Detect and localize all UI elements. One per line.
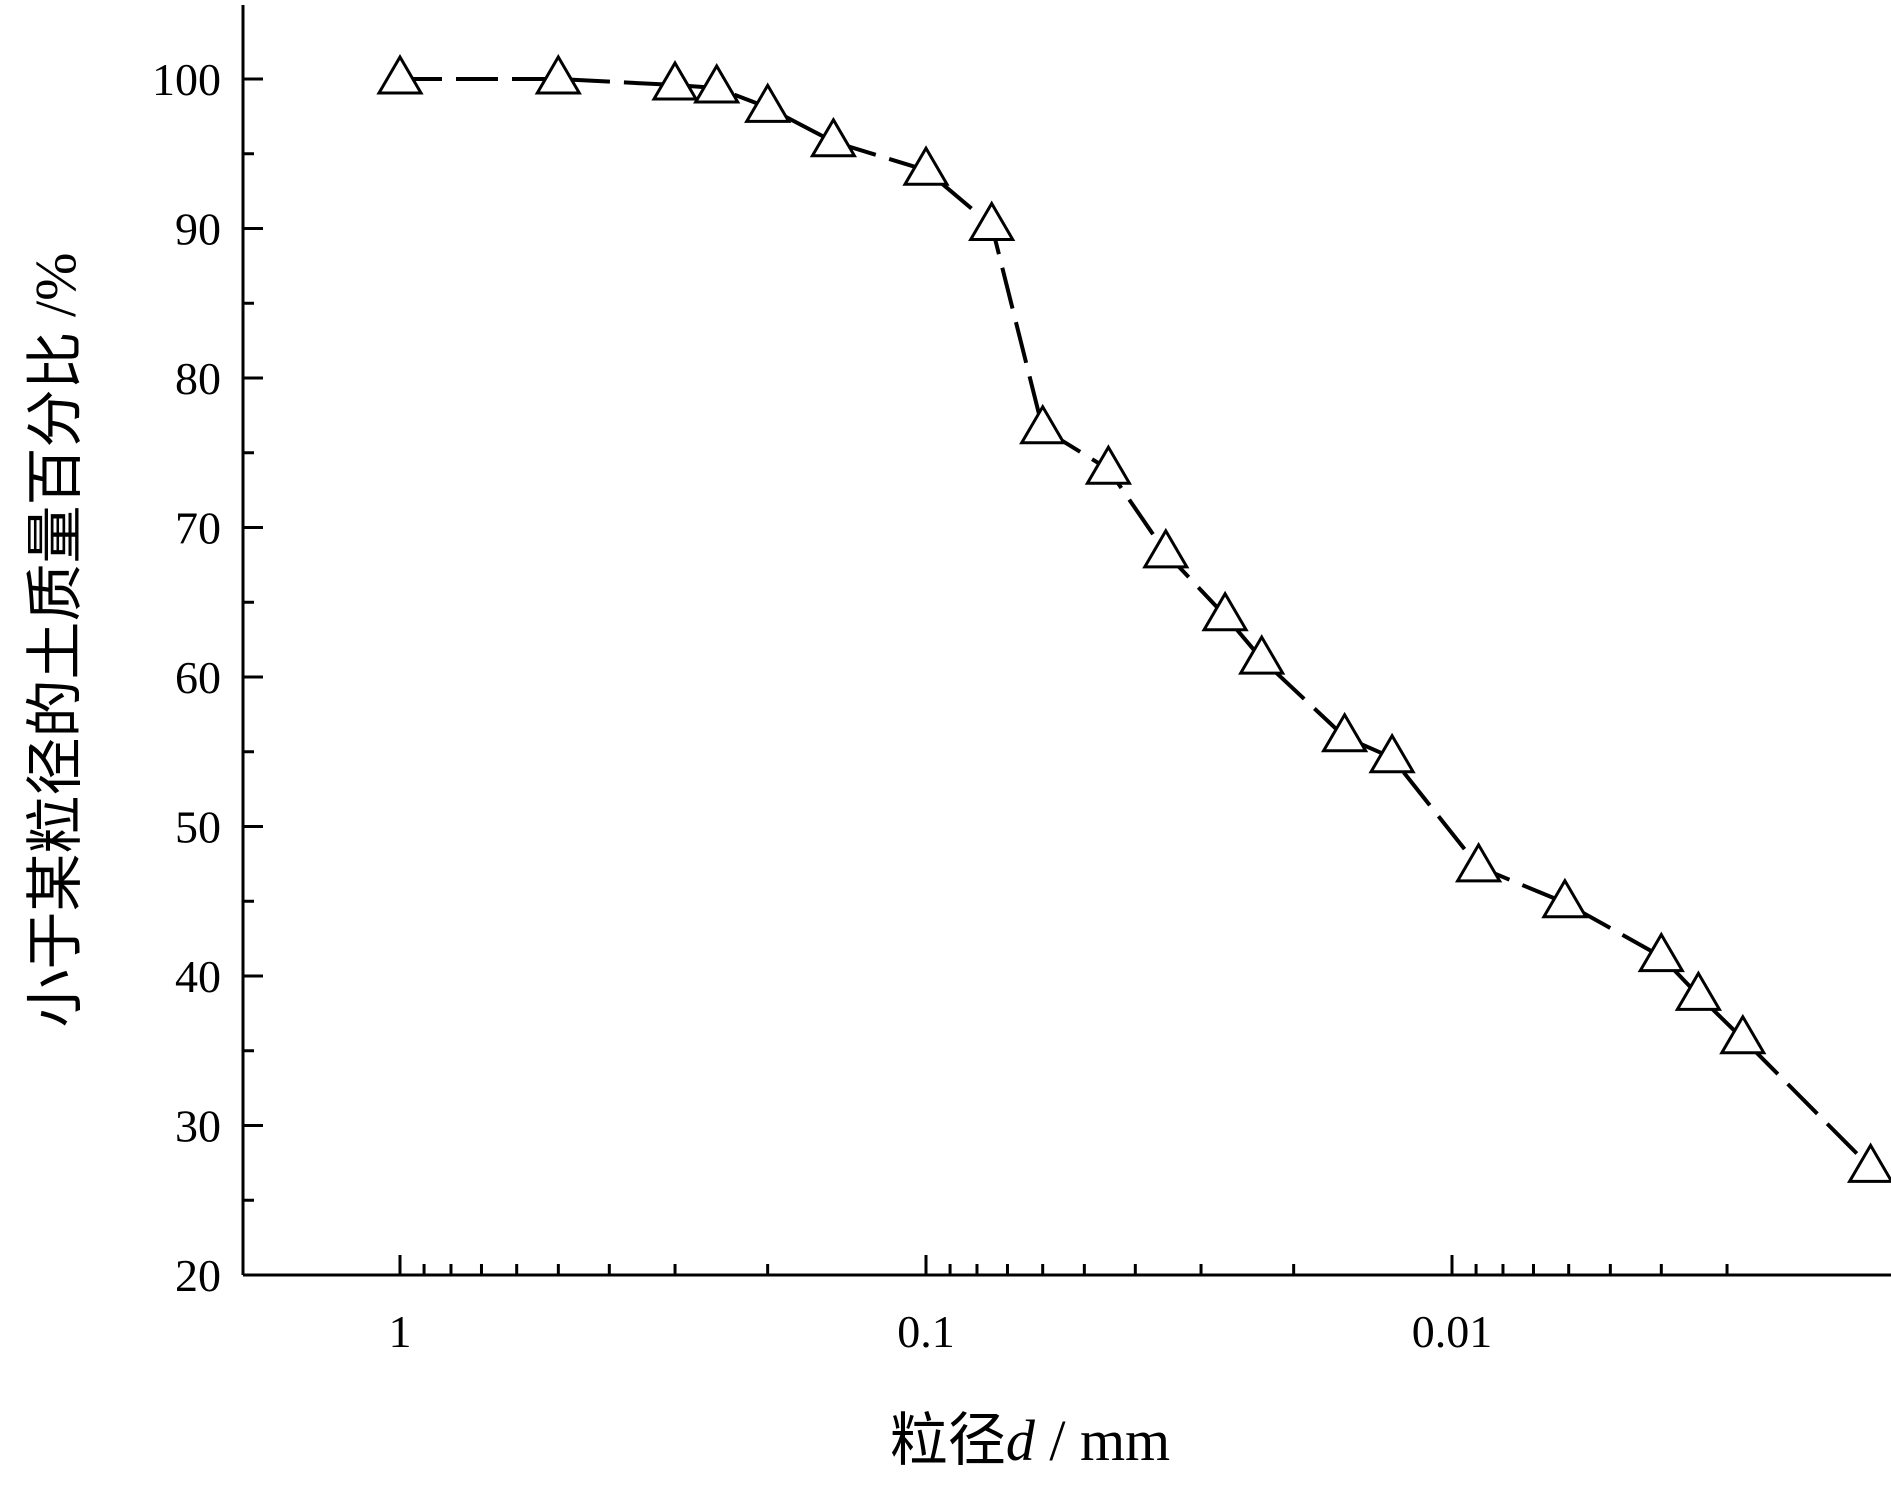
triangle-marker [809,116,858,158]
x-tick-label: 0.01 [1412,1306,1493,1357]
triangle-marker [693,63,741,104]
triangle-marker [534,54,582,95]
y-tick-label: 40 [175,951,221,1002]
triangle-marker [1238,634,1286,675]
plot-area [376,54,1891,1183]
triangle-marker [376,54,424,95]
y-tick-label: 50 [175,802,221,853]
triangle-marker [968,200,1016,241]
triangle-marker [1541,877,1589,919]
triangle-marker [1142,527,1190,569]
triangle-marker [651,60,699,101]
x-axis-title: 粒径d / mm [890,1408,1170,1473]
triangle-marker [1454,841,1503,883]
y-tick-label: 90 [175,204,221,255]
triangle-marker [1368,732,1416,774]
y-axis-title: 小于某粒径的土质量百分比 /% [23,253,88,1028]
triangle-marker [902,145,950,186]
x-tick-label: 1 [389,1306,412,1357]
x-tick-label: 0.1 [897,1306,955,1357]
triangle-marker [744,82,792,123]
x-axis-title-variable: d [1006,1408,1036,1473]
triangle-marker [1674,970,1723,1011]
y-tick-label: 100 [152,54,221,105]
y-tick-label: 80 [175,353,221,404]
y-tick-label: 30 [175,1101,221,1152]
x-axis-title-prefix: 粒径 [890,1408,1006,1473]
series-line [400,77,1873,1169]
y-tick-label: 20 [175,1250,221,1301]
axes [241,5,1891,1277]
triangle-marker [1637,931,1685,973]
triangle-marker [1846,1142,1891,1183]
x-axis-title-unit: / mm [1035,1408,1170,1473]
triangle-marker [1320,711,1369,753]
triangle-marker [1719,1013,1767,1055]
triangle-marker [1201,590,1249,632]
triangle-marker [1019,403,1067,445]
y-tick-label: 60 [175,652,221,703]
y-tick-label: 70 [175,503,221,554]
x-ticks: 1 0.1 0.01 [389,1255,1729,1357]
y-ticks: 20 30 40 50 60 70 80 90 100 [152,54,263,1301]
triangle-marker [1084,444,1133,485]
